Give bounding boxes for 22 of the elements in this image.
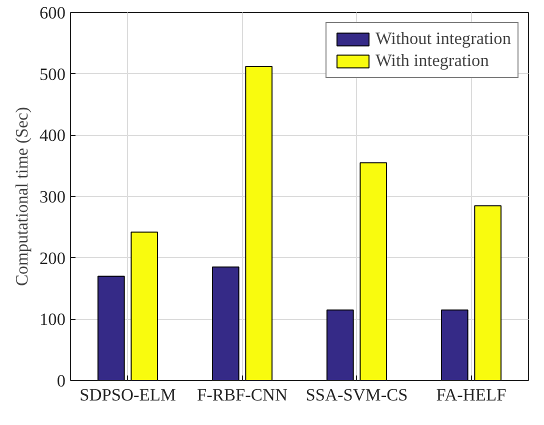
x-tick-label: F-RBF-CNN <box>196 386 288 404</box>
y-tick-label: 400 <box>40 126 66 146</box>
x-tick-label: SSA-SVM-CS <box>306 386 408 404</box>
bar <box>326 309 354 380</box>
y-tick-label: 100 <box>40 310 66 330</box>
y-tick-label: 200 <box>40 248 66 268</box>
y-axis-title: Computational time (Sec) <box>12 106 32 286</box>
bar <box>130 232 158 380</box>
bar <box>245 66 273 380</box>
bar <box>440 309 468 380</box>
legend-label: With integration <box>376 51 489 71</box>
bar <box>212 266 240 380</box>
y-tick-label: 300 <box>40 188 66 206</box>
bar <box>360 162 388 380</box>
x-tick-label: SDPSO-ELM <box>80 386 176 404</box>
bar <box>97 276 125 380</box>
x-tick-label: FA-HELF <box>436 386 507 404</box>
y-tick-label: 500 <box>40 64 66 84</box>
y-tick-label: 0 <box>56 372 66 390</box>
bar <box>474 205 502 380</box>
y-tick-label: 600 <box>40 4 66 22</box>
legend-label: Without integration <box>376 29 511 49</box>
